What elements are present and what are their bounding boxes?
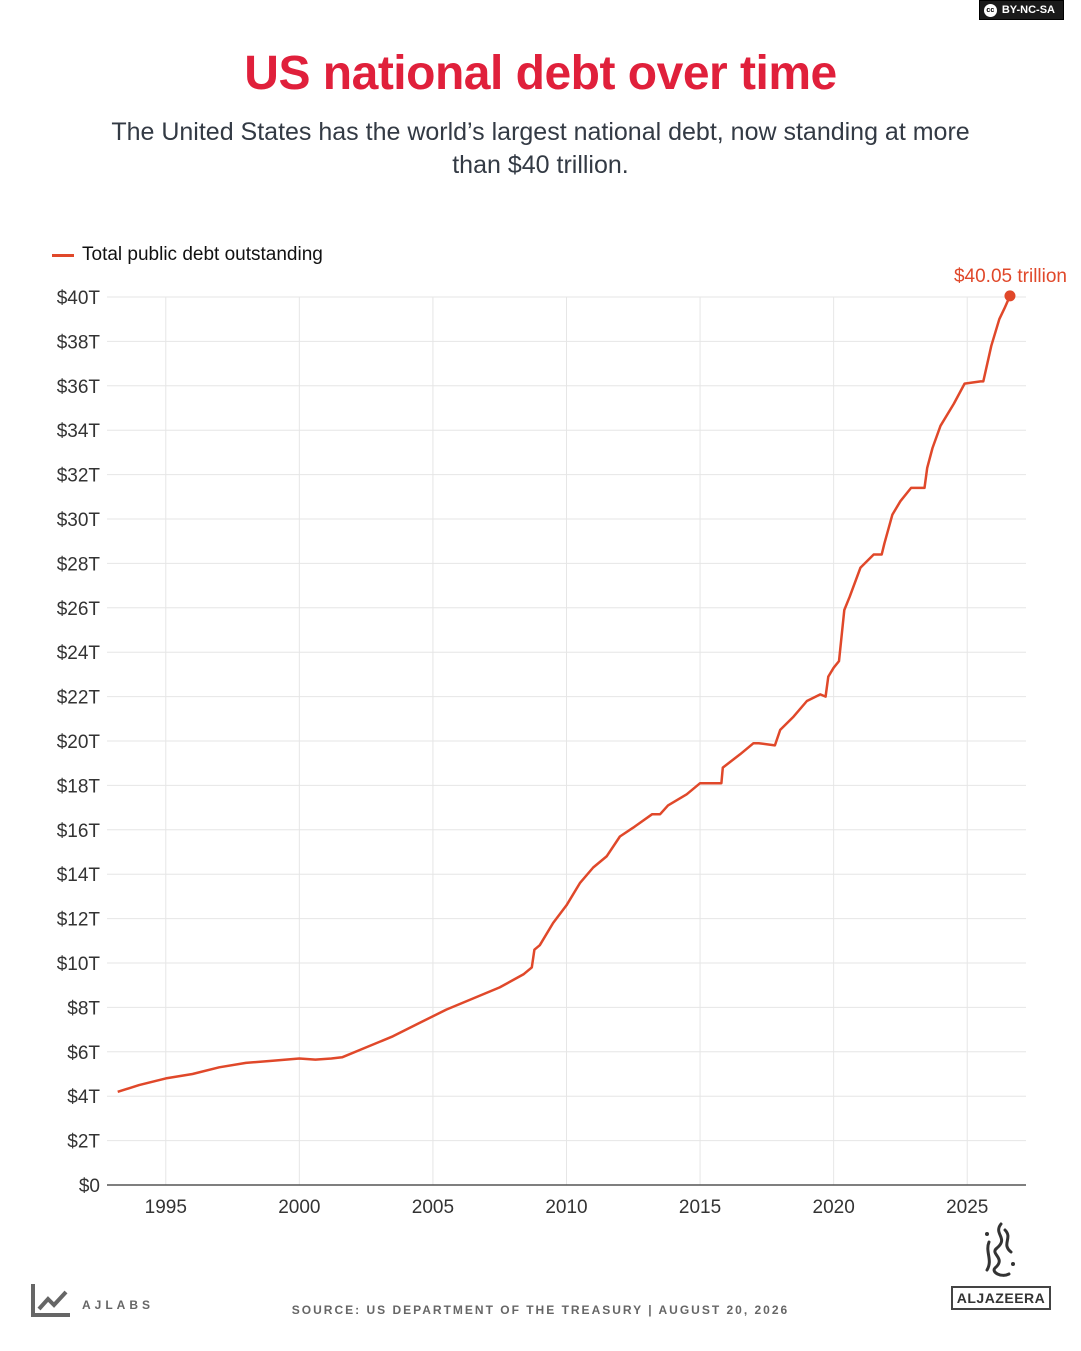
y-tick-label: $8T: [67, 998, 100, 1019]
series-line: [117, 295, 1012, 1093]
y-tick-label: $40T: [57, 288, 101, 309]
y-tick-label: $32T: [57, 466, 101, 487]
ajlabs-wordmark: AJLABS: [82, 1298, 155, 1312]
x-tick-label: 2010: [545, 1197, 587, 1218]
y-tick-label: $16T: [57, 821, 101, 842]
y-tick-label: $24T: [57, 643, 101, 664]
aljazeera-logo: ALJAZEERA: [950, 1222, 1052, 1310]
license-badge: cc BY-NC-SA: [978, 0, 1064, 20]
license-label: BY-NC-SA: [1001, 4, 1055, 16]
y-tick-label: $38T: [57, 332, 101, 353]
y-tick-label: $22T: [57, 688, 101, 709]
y-tick-label: $2T: [67, 1132, 100, 1153]
ajlabs-logo: AJLABS: [30, 1282, 154, 1318]
x-tick-label: 2020: [813, 1197, 855, 1218]
y-tick-label: $28T: [57, 554, 101, 575]
x-tick-label: 2015: [679, 1197, 721, 1218]
y-tick-label: $26T: [57, 599, 101, 620]
aljazeera-wordmark: ALJAZEERA: [950, 1286, 1052, 1310]
aljazeera-calligraphy-icon: [985, 1222, 1015, 1277]
y-tick-label: $20T: [57, 732, 101, 753]
legend-swatch: [52, 253, 74, 257]
y-tick-label: $34T: [57, 421, 101, 442]
page-subtitle: The United States has the world’s larges…: [111, 118, 970, 179]
y-tick-label: $18T: [57, 776, 101, 797]
end-value-label: $40.05 trillion: [954, 266, 1067, 287]
y-tick-label: $0: [79, 1176, 100, 1197]
x-tick-label: 1995: [145, 1197, 187, 1218]
x-tick-label: 2025: [946, 1197, 988, 1218]
y-tick-label: $10T: [57, 954, 101, 975]
x-tick-label: 2005: [412, 1197, 454, 1218]
end-point-marker: [1004, 290, 1016, 302]
source-note: SOURCE: US DEPARTMENT OF THE TREASURY | …: [291, 1303, 790, 1317]
y-tick-label: $4T: [67, 1087, 100, 1108]
y-tick-label: $36T: [57, 377, 101, 398]
chart-legend: Total public debt outstanding: [52, 244, 323, 266]
cc-icon: cc: [983, 3, 997, 17]
page-title: US national debt over time: [244, 47, 837, 100]
line-chart-logo-icon: [31, 1284, 70, 1317]
legend-label: Total public debt outstanding: [82, 244, 323, 265]
x-tick-label: 2000: [278, 1197, 320, 1218]
y-tick-label: $30T: [57, 510, 101, 531]
y-tick-label: $12T: [57, 910, 101, 931]
y-tick-label: $6T: [67, 1043, 100, 1064]
y-tick-label: $14T: [57, 865, 101, 886]
